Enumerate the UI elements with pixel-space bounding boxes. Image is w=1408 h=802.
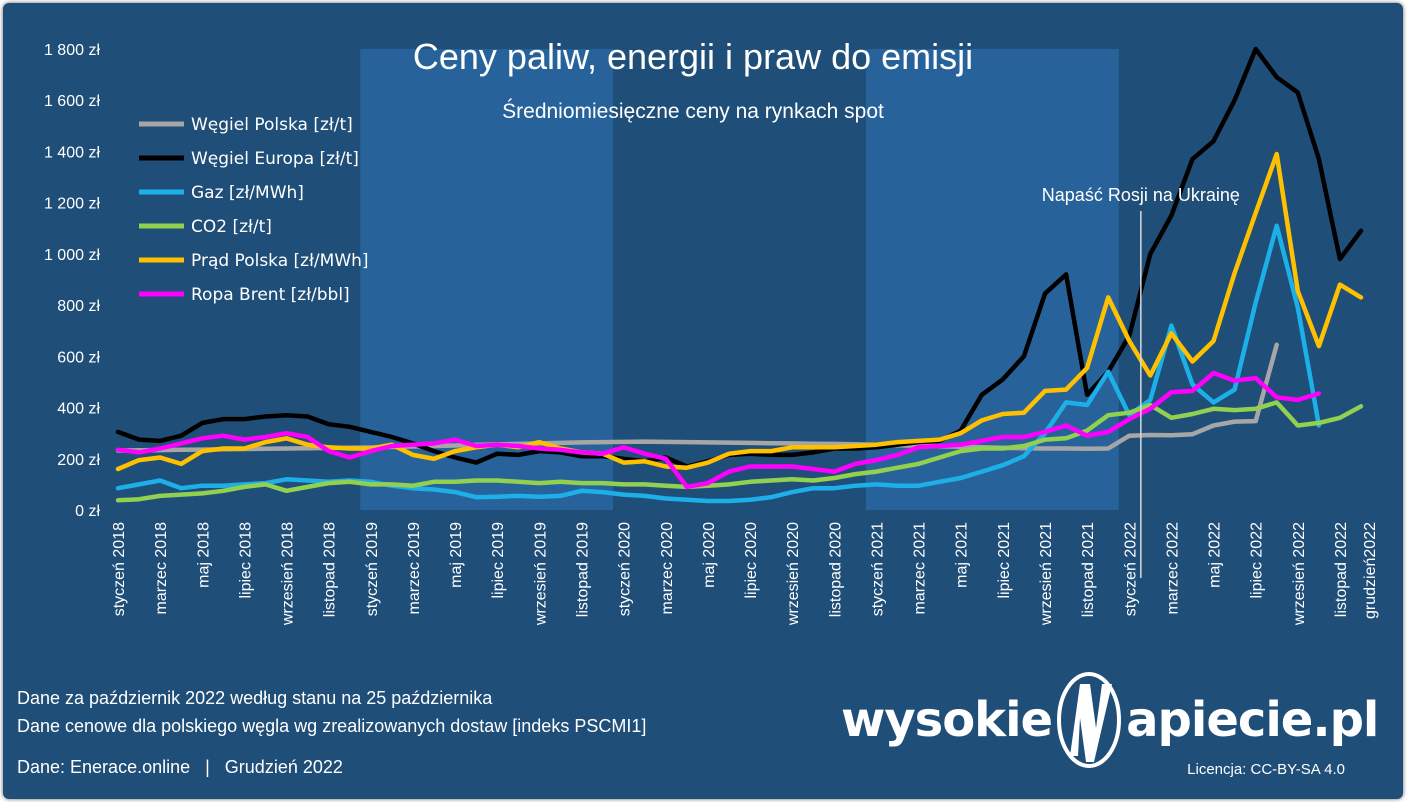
- y-tick-label: 0 zł: [75, 503, 100, 520]
- legend-label: Węgiel Europa [zł/t]: [191, 149, 359, 169]
- series-line-w-giel-polska-z-t: [115, 342, 1279, 453]
- annotation-label: Napaść Rosji na Ukrainę: [1042, 185, 1240, 205]
- x-tick-label: wrzesień 2020: [785, 522, 802, 626]
- y-tick-label: 1 600 zł: [44, 93, 100, 110]
- x-tick-label: listopad 2019: [574, 522, 591, 617]
- x-tick-label: lipiec 2019: [490, 522, 507, 599]
- y-tick-label: 1 000 zł: [44, 247, 100, 264]
- x-tick-label: wrzesień 2021: [1038, 522, 1055, 626]
- y-tick-label: 1 200 zł: [44, 196, 100, 213]
- legend-label: Węgiel Polska [zł/t]: [191, 115, 353, 135]
- x-tick-label: listopad 2018: [322, 522, 339, 617]
- x-tick-label: wrzesień 2019: [532, 522, 549, 626]
- chart-title: Ceny paliw, energii i praw do emisji: [413, 36, 973, 77]
- chart-svg: 0 zł 200 zł 400 zł 600 zł 800 zł 1 000 zł 1 20…: [44, 36, 1379, 626]
- footer-source: Dane: Enerace.online | Grudzień 2022: [17, 757, 343, 777]
- y-tick-label: 200 zł: [57, 452, 100, 469]
- logo-text-right: apiecie.pl: [1126, 692, 1379, 748]
- y-tick-label: 1 800 zł: [44, 42, 100, 59]
- year-band: [360, 49, 614, 510]
- x-tick-label: lipiec 2022: [1249, 522, 1266, 599]
- x-tick-label: styczeń 2022: [1122, 522, 1139, 616]
- series-line-gaz-z-mwh: [115, 223, 1322, 504]
- legend-label: Gaz [zł/MWh]: [191, 183, 304, 203]
- x-tick-label: maj 2018: [195, 522, 212, 588]
- x-tick-label: maj 2022: [1207, 522, 1224, 588]
- x-tick-label: styczeń 2021: [869, 522, 886, 616]
- wysokienapiecie-logo: wysokie apiecie.pl: [841, 665, 1379, 775]
- y-tick-label: 800 zł: [57, 298, 100, 315]
- x-tick-label: maj 2020: [701, 522, 718, 588]
- x-tick-label: listopad 2021: [1080, 522, 1097, 617]
- x-tick-label: styczeń 2020: [617, 522, 634, 616]
- x-tick-label: marzec 2019: [406, 522, 423, 615]
- chart-subtitle: Średniomiesięczne ceny na rynkach spot: [502, 99, 884, 123]
- lightning-n-icon: [1057, 672, 1122, 768]
- x-tick-label: styczeń 2019: [364, 522, 381, 616]
- footer-note-pscmi: Dane cenowe dla polskiego węgla wg zreal…: [17, 716, 647, 736]
- x-tick-label: listopad 2022: [1333, 522, 1350, 617]
- x-tick-label: maj 2019: [448, 522, 465, 588]
- x-tick-label: listopad 2020: [827, 522, 844, 617]
- legend-label: Prąd Polska [zł/MWh]: [191, 251, 369, 271]
- x-tick-label: marzec 2018: [153, 522, 170, 615]
- chart-frame: 0 zł 200 zł 400 zł 600 zł 800 zł 1 000 zł 1 20…: [3, 3, 1403, 799]
- x-tick-label: lipiec 2020: [743, 522, 760, 599]
- series-line-ropa-brent-z-bbl: [115, 370, 1322, 490]
- logo-text-left: wysokie: [841, 692, 1053, 748]
- y-tick-label: 1 400 zł: [44, 144, 100, 161]
- x-tick-label: marzec 2022: [1164, 522, 1181, 615]
- license-text: Licencja: CC-BY-SA 4.0: [1187, 761, 1345, 778]
- x-tick-label: maj 2021: [954, 522, 971, 588]
- x-tick-label: styczeń 2018: [111, 522, 128, 616]
- x-tick-label: marzec 2020: [659, 522, 676, 615]
- legend-label: Ropa Brent [zł/bbl]: [191, 285, 350, 305]
- x-tick-label: grudzień2022: [1362, 522, 1379, 619]
- y-tick-label: 400 zł: [57, 401, 100, 418]
- x-tick-label: wrzesień 2018: [280, 522, 297, 626]
- x-tick-label: lipiec 2021: [996, 522, 1013, 599]
- legend-label: CO2 [zł/t]: [191, 217, 272, 237]
- x-tick-label: wrzesień 2022: [1291, 522, 1308, 626]
- x-tick-label: lipiec 2018: [237, 522, 254, 599]
- y-tick-label: 600 zł: [57, 349, 100, 366]
- x-tick-label: marzec 2021: [912, 522, 929, 615]
- footer-note-october: Dane za październik 2022 według stanu na…: [17, 688, 493, 708]
